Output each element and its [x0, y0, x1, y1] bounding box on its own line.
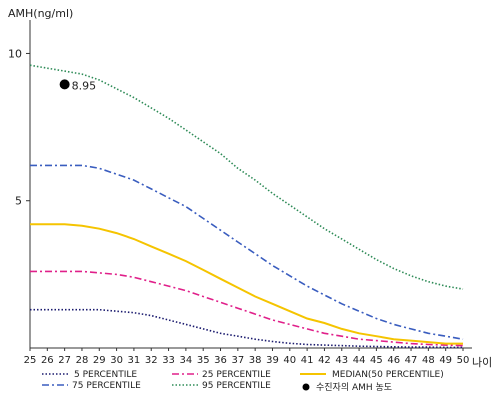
- x-tick-label: 45: [370, 355, 383, 366]
- x-tick-label: 27: [58, 355, 71, 366]
- x-tick-label: 42: [318, 355, 331, 366]
- x-tick-label: 32: [145, 355, 158, 366]
- y-axis-ticks: 5 10: [8, 47, 30, 208]
- series-line-25-percentile: [30, 270, 464, 347]
- x-tick-label: 33: [162, 355, 175, 366]
- legend-label: 95 PERCENTILE: [202, 381, 271, 391]
- legend-label: 수진자의 AMH 농도: [316, 382, 392, 393]
- series-line-median-50-percentile: [30, 223, 463, 345]
- x-tick-label: 36: [214, 355, 227, 366]
- x-tick-label: 47: [405, 355, 418, 366]
- legend-point-marker: [302, 383, 310, 391]
- x-tick-label: 38: [249, 355, 262, 366]
- x-tick-label: 50: [457, 355, 470, 366]
- legend-label: MEDIAN(50 PERCENTILE): [332, 370, 444, 380]
- x-axis-ticks: 25 26 27 28 29 30 31 32 33 34 35 36 37 38 39 40 41 42 43 44…: [24, 348, 470, 366]
- series-line-75-percentile: [30, 164, 464, 340]
- x-tick-label: 41: [301, 355, 314, 366]
- y-tick-label: 5: [15, 195, 22, 208]
- x-tick-label: 49: [439, 355, 452, 366]
- legend-label: 25 PERCENTILE: [202, 370, 271, 380]
- series-lines: [29, 64, 464, 349]
- patient-amh-value-label: 8.95: [72, 79, 97, 92]
- x-tick-label: 44: [353, 355, 366, 366]
- x-tick-label: 25: [24, 355, 37, 366]
- x-tick-label: 43: [335, 355, 348, 366]
- y-axis-label: AMH(ng/ml): [8, 7, 73, 20]
- x-tick-label: 39: [266, 355, 279, 366]
- x-tick-label: 26: [41, 355, 54, 366]
- x-tick-label: 40: [283, 355, 296, 366]
- x-tick-label: 35: [197, 355, 210, 366]
- x-tick-label: 34: [180, 355, 193, 366]
- series-line-95-percentile: [29, 64, 464, 290]
- x-tick-label: 46: [387, 355, 400, 366]
- x-tick-label: 31: [128, 355, 141, 366]
- x-tick-label: 48: [422, 355, 435, 366]
- y-tick-label: 10: [8, 47, 22, 60]
- patient-amh-point: [59, 79, 70, 90]
- x-tick-label: 29: [93, 355, 106, 366]
- legend-label: 5 PERCENTILE: [74, 370, 137, 380]
- patient-point-group: 8.95: [59, 79, 97, 92]
- legend-label: 75 PERCENTILE: [72, 381, 141, 391]
- series-line-5-percentile: [30, 308, 463, 349]
- x-axis-label: 나이: [472, 356, 492, 369]
- x-tick-label: 37: [231, 355, 244, 366]
- x-tick-label: 28: [76, 355, 89, 366]
- x-tick-label: 30: [110, 355, 123, 366]
